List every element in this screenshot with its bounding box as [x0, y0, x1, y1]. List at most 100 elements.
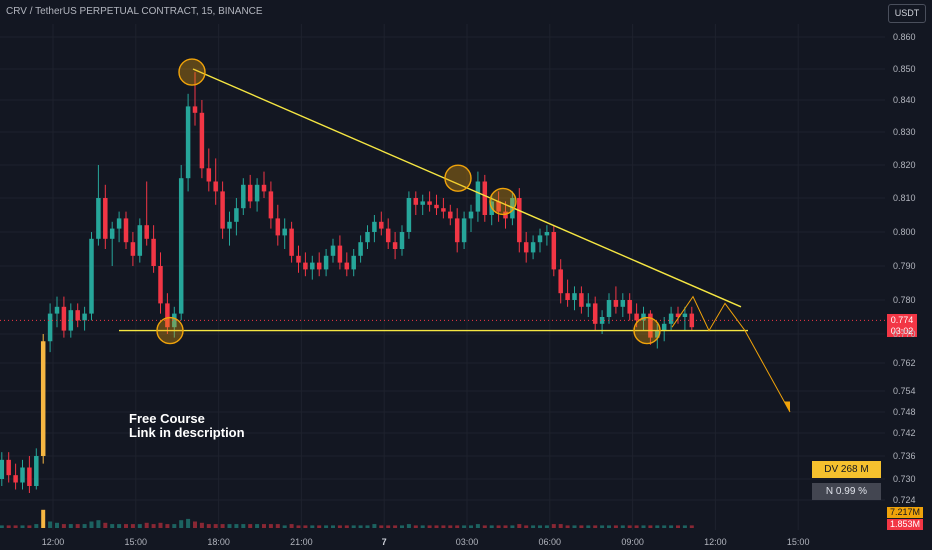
volume-bar: [648, 525, 653, 528]
candle-body: [192, 106, 198, 113]
candle-body: [261, 184, 267, 192]
candle-body: [323, 255, 329, 270]
volume-bar: [489, 525, 494, 528]
candle-body: [689, 313, 695, 328]
volume-bar: [386, 525, 391, 528]
volume-bar: [317, 525, 322, 528]
x-tick-label: 21:00: [290, 537, 313, 547]
y-tick-label: 0.762: [893, 358, 916, 368]
candle-body: [268, 191, 274, 219]
candle-body: [185, 106, 191, 179]
volume-bar: [296, 525, 301, 528]
volume-bar: [413, 525, 418, 528]
y-tick-label: 0.850: [893, 64, 916, 74]
y-tick-label: 0.800: [893, 227, 916, 237]
candle-body: [13, 475, 18, 483]
volume-bar: [227, 524, 232, 528]
y-tick-label: 0.810: [893, 193, 916, 203]
candle-body: [461, 218, 467, 243]
volume-bar: [248, 524, 253, 528]
candle-body: [392, 242, 398, 249]
volume-bar: [61, 524, 66, 528]
projection-path: [671, 295, 791, 413]
candle-body: [406, 198, 412, 232]
candle-body: [296, 255, 301, 263]
volume-bar: [393, 525, 398, 528]
n-indicator: N 0.99 %: [812, 483, 881, 500]
candle-body: [613, 300, 619, 307]
volume-bar: [124, 524, 128, 528]
volume-bar: [110, 524, 115, 528]
candle-body: [206, 168, 212, 182]
candle-countdown: 03:02: [890, 326, 914, 336]
currency-button[interactable]: USDT: [888, 4, 926, 23]
volume-bar: [676, 525, 680, 528]
volume-bar: [275, 524, 280, 528]
y-tick-label: 0.820: [893, 160, 916, 170]
volume-bar: [469, 525, 473, 528]
volume-bar: [68, 524, 73, 528]
candle-body: [213, 181, 218, 192]
candle-body: [275, 218, 281, 236]
y-tick-label: 0.830: [893, 127, 916, 137]
volume-bar: [6, 525, 11, 528]
volume-bar: [565, 525, 570, 528]
y-tick-label: 0.770: [893, 329, 916, 339]
y-tick-label: 0.736: [893, 451, 916, 461]
candle-body: [234, 208, 239, 222]
volume-bar: [186, 518, 191, 528]
volume-bar: [337, 525, 342, 528]
candle-body: [123, 218, 129, 243]
y-tick-label: 0.742: [893, 428, 916, 438]
candle-body: [544, 232, 550, 236]
volume-bar: [282, 525, 287, 528]
candle-body: [289, 228, 294, 256]
y-tick-label: 0.730: [893, 474, 916, 484]
candle-body: [34, 456, 39, 486]
candle-body: [282, 228, 287, 236]
candle-body: [668, 313, 674, 324]
candle-body: [227, 221, 232, 229]
volume-bar: [572, 525, 577, 528]
volume-label-1: 7.217M: [887, 507, 923, 518]
volume-bar: [41, 509, 46, 528]
chart-title: CRV / TetherUS PERPETUAL CONTRACT, 15, B…: [6, 6, 263, 17]
x-tick-label: 06:00: [538, 537, 562, 547]
candle-body: [310, 262, 315, 270]
candle-body: [475, 181, 481, 212]
volume-bar: [13, 525, 18, 528]
volume-bar: [420, 525, 425, 528]
volume-bar: [689, 525, 694, 528]
candle-body: [558, 269, 563, 294]
candle-body: [109, 228, 115, 239]
y-tick-label: 0.748: [893, 407, 916, 417]
volume-bar: [669, 525, 674, 528]
volume-bar: [75, 524, 80, 528]
candle-body: [351, 255, 356, 270]
x-tick-label: 12:00: [704, 537, 727, 547]
volume-bar: [634, 525, 639, 528]
y-tick-label: 0.754: [893, 386, 916, 396]
y-tick-label: 0.724: [893, 495, 916, 505]
volume-bar: [496, 525, 501, 528]
candle-body: [220, 191, 225, 229]
candle-body: [165, 303, 170, 328]
volume-bar: [503, 525, 508, 528]
volume-bar: [538, 525, 542, 528]
volume-bar: [448, 525, 453, 528]
promo-annotation: Free Course Link in description: [129, 412, 245, 440]
volume-bar: [172, 524, 177, 528]
volume-bar: [137, 524, 142, 528]
volume-bar: [641, 525, 646, 528]
volume-bar: [586, 525, 591, 528]
candle-body: [655, 330, 660, 338]
volume-bar: [96, 520, 101, 528]
volume-bar: [234, 524, 239, 528]
volume-bar: [82, 524, 87, 528]
candle-body: [537, 235, 543, 243]
volume-bar: [206, 524, 211, 528]
volume-bar: [358, 525, 363, 528]
promo-line-1: Free Course: [129, 411, 205, 426]
volume-bar: [517, 524, 522, 528]
